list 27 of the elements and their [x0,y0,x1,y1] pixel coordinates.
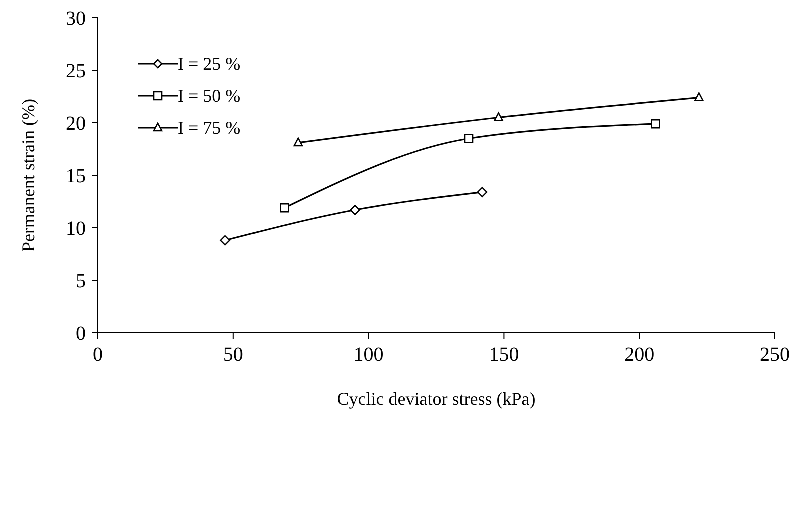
x-tick-label: 150 [489,344,520,366]
point [651,119,660,129]
x-tick-label: 200 [624,344,655,366]
x-tick-label: 250 [760,344,790,366]
y-tick-label: 0 [76,323,86,346]
point [494,112,504,122]
y-tick-label: 10 [66,218,86,240]
point [280,203,290,213]
x-tick-label: 50 [223,344,244,366]
y-tick-label: 20 [66,113,86,136]
y-tick-label: 5 [76,270,86,293]
y-tick-label: 25 [66,60,86,83]
legend-label: I = 50 % [178,86,241,106]
legend-label: I = 25 % [178,54,241,74]
x-tick-label: 0 [93,344,103,366]
legend-label: I = 75 % [178,118,241,138]
y-axis-title: Permanent strain (%) [18,99,38,252]
point [350,205,360,216]
point [464,134,474,144]
point [294,138,304,147]
y-tick-label: 30 [66,8,86,30]
y-tick-label: 15 [66,166,86,188]
x-axis-title: Cyclic deviator stress (kPa) [337,389,536,409]
point [694,92,704,102]
x-tick-label: 100 [354,344,384,366]
point [477,187,488,198]
point [220,235,230,246]
